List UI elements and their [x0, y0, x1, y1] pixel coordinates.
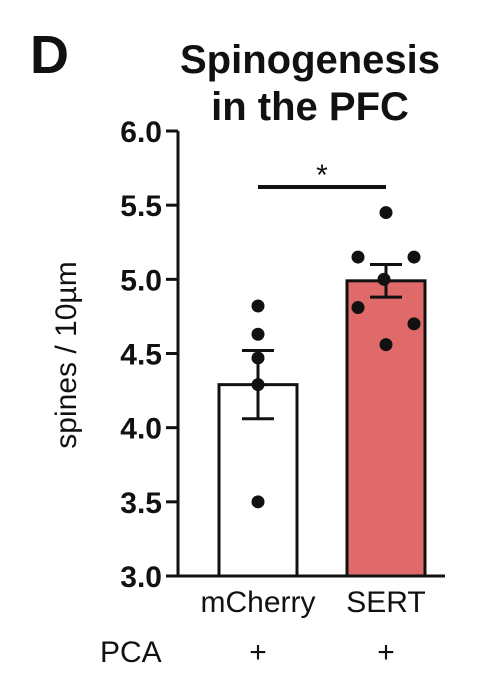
y-tick-label: 6.0	[120, 116, 162, 149]
y-tick-label: 4.5	[120, 339, 162, 372]
data-point	[377, 272, 391, 286]
chart-title-line-1: Spinogenesis	[180, 38, 440, 82]
condition-value: +	[377, 636, 395, 669]
y-tick-label: 4.0	[120, 413, 162, 446]
chart-title-line-2: in the PFC	[211, 85, 409, 129]
data-point	[407, 250, 421, 264]
data-point	[379, 338, 393, 352]
y-tick-label: 3.5	[120, 487, 162, 520]
significance-label: *	[316, 159, 328, 192]
condition-value: +	[249, 636, 267, 669]
y-tick-label: 5.5	[120, 190, 162, 223]
data-point	[407, 317, 421, 331]
data-point	[251, 327, 265, 341]
data-points	[251, 206, 421, 509]
data-point	[351, 301, 365, 315]
data-point	[251, 378, 265, 392]
y-tick-label: 5.0	[120, 264, 162, 297]
x-category-label: mCherry	[200, 586, 315, 619]
data-point	[351, 250, 365, 264]
panel-label: D	[30, 25, 69, 85]
data-point	[379, 206, 393, 220]
bars	[217, 279, 427, 578]
data-point	[251, 495, 265, 509]
condition-label: PCA	[100, 636, 162, 669]
condition-row: PCA + +	[100, 636, 395, 669]
axes	[166, 131, 445, 578]
y-tick-label: 3.0	[120, 561, 162, 594]
data-point	[251, 351, 265, 365]
data-point	[251, 299, 265, 313]
significance-annotation: *	[258, 159, 386, 192]
category-labels: mCherry SERT	[200, 586, 425, 619]
y-axis-ticks: 3.0 3.5 4.0 4.5 5.0 5.5 6.0	[120, 116, 178, 594]
x-category-label: SERT	[346, 586, 425, 619]
y-axis-title: spines / 10µm	[50, 261, 83, 448]
